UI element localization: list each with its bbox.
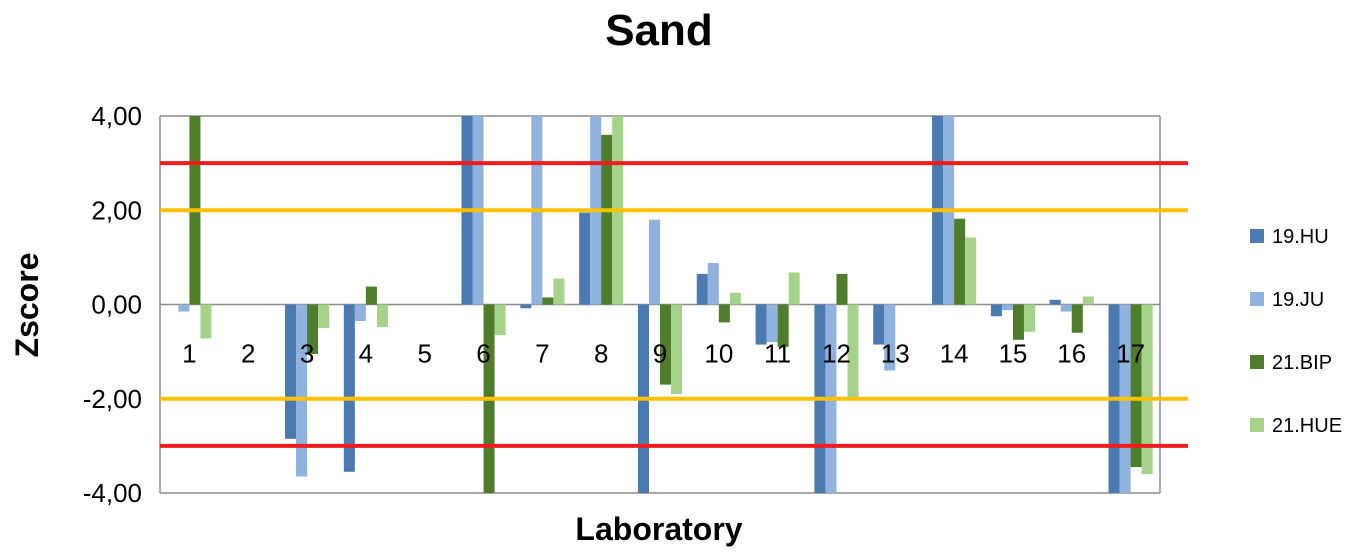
bar bbox=[307, 304, 319, 354]
y-tick-label: -4,00 bbox=[83, 478, 142, 508]
x-category-labels: 1 2 3 4 5 6 7 8 9 10 11 12 13 14 15 16 17 bbox=[182, 339, 1145, 369]
legend: 19.HU 19.JU 21.BIP 21.HUE bbox=[1250, 226, 1342, 437]
bar bbox=[671, 304, 683, 395]
bar bbox=[707, 263, 719, 305]
bar bbox=[1141, 304, 1153, 475]
y-axis-title: Zscore bbox=[9, 253, 45, 358]
legend-swatch bbox=[1250, 418, 1264, 432]
legend-label: 21.HUE bbox=[1272, 415, 1342, 437]
bar bbox=[343, 304, 355, 472]
chart-title: Sand bbox=[605, 6, 713, 55]
reference-lines bbox=[160, 161, 1188, 448]
bar bbox=[1001, 304, 1013, 311]
bar bbox=[200, 304, 212, 339]
bar bbox=[965, 237, 977, 305]
y-tick-label: -2,00 bbox=[83, 384, 142, 414]
legend-label: 19.JU bbox=[1272, 289, 1324, 311]
bar bbox=[285, 304, 297, 439]
bar bbox=[873, 304, 885, 345]
bar bbox=[365, 286, 377, 305]
bar bbox=[884, 304, 896, 371]
bar bbox=[1071, 304, 1083, 333]
bar-series bbox=[178, 116, 1153, 493]
y-tick-labels: 4,00 2,00 0,00 -2,00 -4,00 bbox=[83, 101, 142, 508]
bar bbox=[354, 304, 366, 321]
x-category-label: 10 bbox=[704, 339, 733, 369]
legend-swatch bbox=[1250, 229, 1264, 243]
x-axis-title: Laboratory bbox=[575, 511, 742, 547]
x-category-label: 17 bbox=[1116, 339, 1145, 369]
bar bbox=[520, 304, 532, 309]
x-category-label: 13 bbox=[881, 339, 910, 369]
y-tick-label: 4,00 bbox=[91, 101, 142, 131]
x-category-label: 14 bbox=[940, 339, 969, 369]
x-category-label: 16 bbox=[1057, 339, 1086, 369]
bar bbox=[1130, 304, 1142, 468]
bar bbox=[553, 278, 565, 305]
bar bbox=[318, 304, 330, 329]
bar bbox=[1060, 304, 1072, 312]
bar bbox=[777, 304, 789, 347]
bar bbox=[1023, 304, 1035, 332]
x-category-label: 11 bbox=[764, 339, 791, 369]
x-category-label: 2 bbox=[241, 339, 255, 369]
legend-swatch bbox=[1250, 355, 1264, 369]
y-tick-label: 2,00 bbox=[91, 195, 142, 225]
x-category-label: 8 bbox=[594, 339, 608, 369]
x-category-label: 15 bbox=[998, 339, 1027, 369]
bar bbox=[601, 134, 613, 305]
x-category-label: 5 bbox=[417, 339, 431, 369]
bar bbox=[494, 304, 506, 336]
y-tick-label: 0,00 bbox=[91, 290, 142, 320]
x-category-label: 6 bbox=[476, 339, 490, 369]
bar bbox=[1082, 296, 1094, 305]
bar bbox=[718, 304, 730, 323]
x-category-label: 1 bbox=[182, 339, 196, 369]
bar bbox=[296, 304, 308, 477]
bar bbox=[648, 219, 660, 305]
bar bbox=[836, 273, 848, 305]
bar bbox=[1012, 304, 1024, 340]
x-category-label: 4 bbox=[359, 339, 373, 369]
bar bbox=[766, 304, 778, 343]
bar bbox=[788, 272, 800, 305]
bar bbox=[847, 304, 859, 399]
x-category-label: 3 bbox=[300, 339, 314, 369]
legend-label: 19.HU bbox=[1272, 226, 1329, 248]
x-category-label: 12 bbox=[822, 339, 851, 369]
x-category-label: 7 bbox=[535, 339, 549, 369]
bar bbox=[954, 218, 966, 305]
bar bbox=[755, 304, 767, 345]
bar bbox=[579, 212, 591, 305]
legend-label: 21.BIP bbox=[1272, 352, 1332, 374]
legend-swatch bbox=[1250, 292, 1264, 306]
bar bbox=[660, 304, 672, 385]
bar bbox=[1049, 299, 1061, 305]
bar bbox=[696, 273, 708, 305]
bar bbox=[990, 304, 1002, 317]
x-category-label: 9 bbox=[653, 339, 667, 369]
bar bbox=[178, 304, 190, 312]
bar bbox=[542, 297, 554, 305]
bar bbox=[729, 292, 741, 305]
bar bbox=[376, 304, 388, 328]
